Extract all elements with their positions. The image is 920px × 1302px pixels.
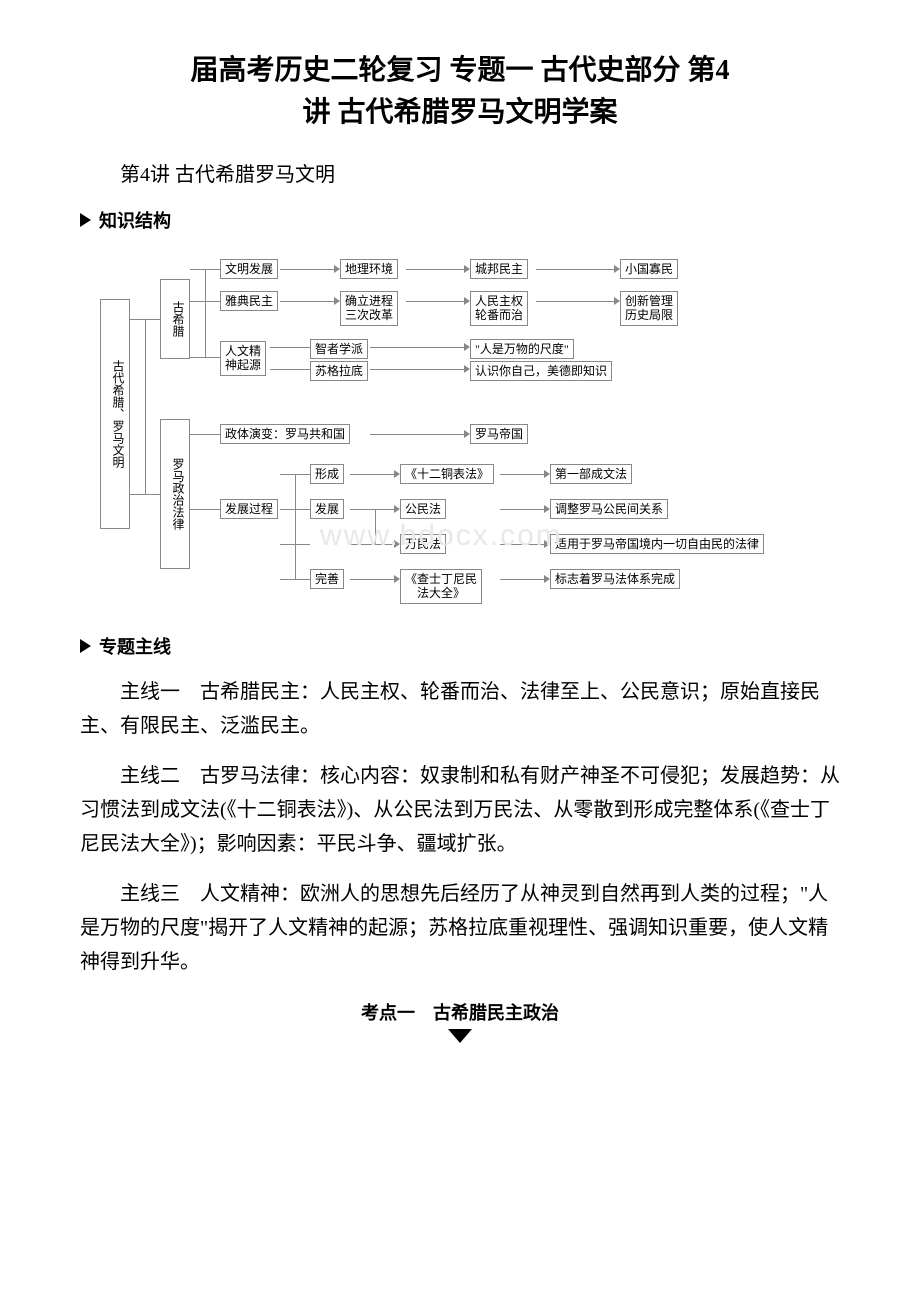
diagram-connector [270, 369, 310, 370]
diagram-node: 公民法 [400, 499, 446, 519]
diagram-connector [370, 434, 465, 435]
diagram-connector [536, 269, 615, 270]
diagram-connector [370, 347, 465, 348]
diagram-node: 适用于罗马帝国境内一切自由民的法律 [550, 534, 764, 554]
diagram-node: 小国寡民 [620, 259, 678, 279]
diagram-node: 智者学派 [310, 339, 368, 359]
diagram-connector [500, 579, 545, 580]
thread-1: 主线一 古希腊民主：人民主权、轮番而治、法律至上、公民意识；原始直接民主、有限民… [80, 675, 840, 743]
diagram-node: 第一部成文法 [550, 464, 632, 484]
diagram-node: 罗马帝国 [470, 424, 528, 444]
diagram-connector [350, 474, 395, 475]
diagram-connector [280, 301, 335, 302]
diagram-node: 创新管理历史局限 [620, 291, 678, 326]
subtitle: 第4讲 古代希腊罗马文明 [80, 158, 840, 187]
diagram-node: 发展过程 [220, 499, 278, 519]
diagram-connector [295, 474, 296, 579]
diagram-connector [500, 474, 545, 475]
down-arrow-icon [448, 1029, 472, 1043]
diagram-connector [536, 301, 615, 302]
diagram-connector [406, 301, 465, 302]
arrow-icon [80, 213, 91, 227]
topic-1-header: 考点一 古希腊民主政治 [80, 999, 840, 1025]
page-title: 届高考历史二轮复习 专题一 古代史部分 第4 讲 古代希腊罗马文明学案 [80, 50, 840, 134]
thread-3: 主线三 人文精神：欧洲人的思想先后经历了从神灵到自然再到人类的过程；"人是万物的… [80, 877, 840, 979]
diagram-node: 完善 [310, 569, 344, 589]
diagram-node: 确立进程三次改革 [340, 291, 398, 326]
thread-2: 主线二 古罗马法律：核心内容：奴隶制和私有财产神圣不可侵犯；发展趋势：从习惯法到… [80, 759, 840, 861]
section-threads-header: 专题主线 [80, 633, 840, 659]
section-knowledge-label: 知识结构 [99, 207, 171, 233]
diagram-connector [190, 357, 220, 358]
diagram-connector [205, 269, 206, 357]
arrow-icon [80, 639, 91, 653]
diagram-node: 政体演变：罗马共和国 [220, 424, 350, 444]
diagram-node: 城邦民主 [470, 259, 528, 279]
diagram-connector [406, 269, 465, 270]
diagram-connector [350, 579, 395, 580]
diagram-node: 罗马政治法律 [160, 419, 190, 569]
knowledge-structure-diagram: 古代希腊、罗马文明古希腊 文明发展 地理环境 城邦民主 小国寡民雅典民主 确立进程三次改革… [100, 249, 820, 609]
diagram-node: "人是万物的尺度" [470, 339, 574, 359]
diagram-connector [270, 347, 310, 348]
diagram-node: 苏格拉底 [310, 361, 368, 381]
diagram-connector [280, 579, 310, 580]
diagram-connector [280, 269, 335, 270]
diagram-connector [350, 509, 395, 510]
diagram-connector [190, 434, 220, 435]
diagram-node: 发展 [310, 499, 344, 519]
diagram-node: 古希腊 [160, 279, 190, 359]
diagram-node: 古代希腊、罗马文明 [100, 299, 130, 529]
diagram-node: 雅典民主 [220, 291, 278, 311]
title-line-1: 届高考历史二轮复习 专题一 古代史部分 第4 [190, 55, 729, 86]
diagram-node: 《十二铜表法》 [400, 464, 494, 484]
diagram-node: 认识你自己，美德即知识 [470, 361, 612, 381]
title-line-2: 讲 古代希腊罗马文明学案 [302, 97, 617, 128]
diagram-node: 人文精神起源 [220, 341, 266, 376]
diagram-node: 《查士丁尼民法大全》 [400, 569, 482, 604]
diagram-connector [500, 509, 545, 510]
diagram-connector [190, 509, 220, 510]
diagram-node: 人民主权轮番而治 [470, 291, 528, 326]
section-knowledge-header: 知识结构 [80, 207, 840, 233]
diagram-node: 地理环境 [340, 259, 398, 279]
diagram-node: 文明发展 [220, 259, 278, 279]
diagram-connector [370, 369, 465, 370]
diagram-node: 标志着罗马法体系完成 [550, 569, 680, 589]
diagram-node: 形成 [310, 464, 344, 484]
diagram-node: 调整罗马公民间关系 [550, 499, 668, 519]
watermark: www.bdocx.com [320, 519, 563, 553]
diagram-connector [145, 319, 146, 494]
diagram-connector [130, 494, 160, 495]
section-threads-label: 专题主线 [99, 633, 171, 659]
